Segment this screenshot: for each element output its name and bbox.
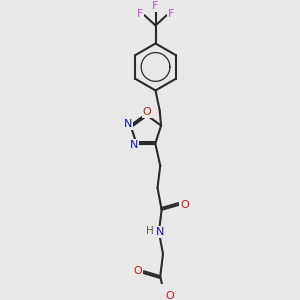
Text: O: O — [134, 266, 142, 276]
Text: F: F — [167, 9, 174, 19]
Text: O: O — [143, 107, 152, 117]
Text: N: N — [156, 227, 164, 237]
Text: F: F — [137, 9, 143, 19]
Text: H: H — [146, 226, 153, 236]
Text: N: N — [130, 140, 138, 150]
Text: N: N — [124, 119, 133, 129]
Text: O: O — [180, 200, 189, 210]
Text: O: O — [166, 290, 174, 300]
Text: F: F — [152, 1, 159, 11]
